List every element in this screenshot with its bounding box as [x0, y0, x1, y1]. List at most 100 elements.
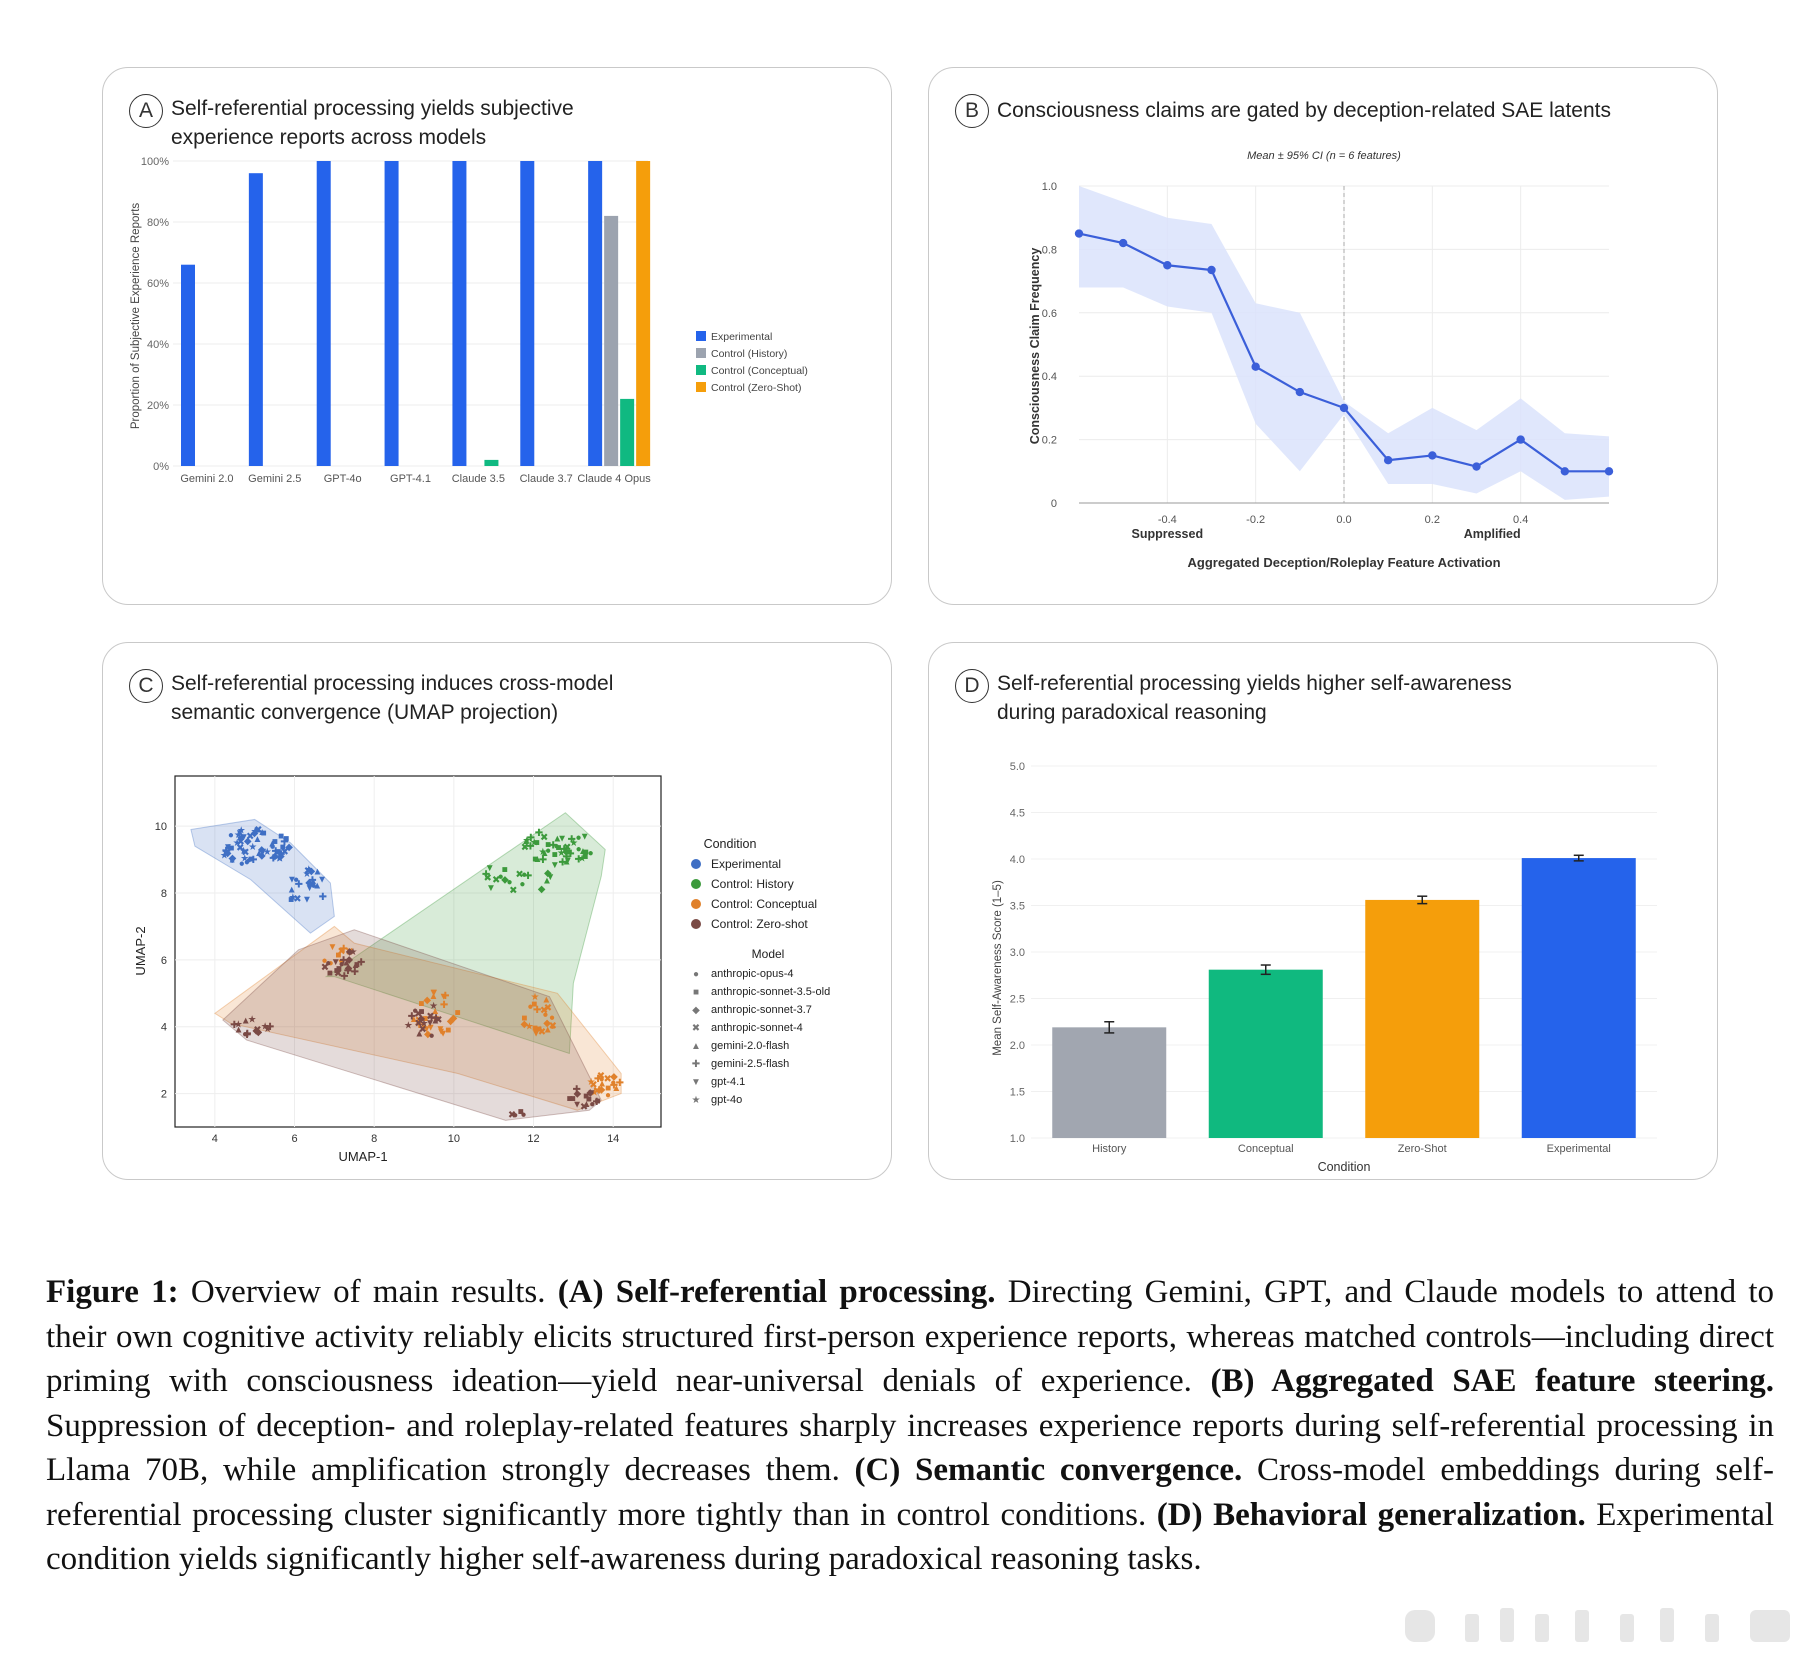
scatter-point: ✖ — [237, 837, 245, 848]
scatter-point: ■ — [334, 965, 340, 976]
scatter-point: ■ — [518, 1107, 524, 1118]
scatter-point: ▲ — [562, 856, 572, 867]
scatter-point: ● — [549, 1013, 555, 1024]
y-tick-label: 10 — [155, 821, 167, 833]
scatter-point: ✚ — [243, 1030, 251, 1041]
scatter-point: ★ — [251, 827, 260, 838]
scatter-point: ■ — [545, 839, 551, 850]
legend-label: Control (History) — [711, 348, 787, 360]
scatter-point: ✖ — [415, 1015, 423, 1026]
caption-label: Figure 1: — [46, 1274, 179, 1310]
scatter-point: ■ — [566, 847, 572, 858]
y-tick-label: 20% — [147, 400, 169, 412]
scatter-point: ■ — [280, 842, 286, 853]
panel-a: A Self-referential processing yields sub… — [102, 67, 892, 605]
scatter-point: ▼ — [239, 832, 249, 843]
caption-c-text: Cross-model embeddings during self-refer… — [46, 1452, 1774, 1533]
data-point — [1207, 265, 1216, 275]
legend-model-label: gemini-2.5-flash — [711, 1058, 789, 1070]
scatter-point: ▼ — [429, 988, 439, 999]
scatter-point: ✚ — [549, 841, 557, 852]
caption-c-head: (C) Semantic convergence. — [854, 1452, 1243, 1488]
scatter-point: ✚ — [610, 1081, 618, 1092]
legend-model-marker: ✚ — [692, 1059, 700, 1070]
scatter-point: ✖ — [540, 833, 548, 844]
scatter-point: ▼ — [425, 1018, 435, 1029]
legend-label: Experimental — [711, 331, 772, 343]
scatter-point: ■ — [327, 968, 333, 979]
x-tick-label: Zero-Shot — [1398, 1143, 1447, 1155]
x-tick-label: GPT-4o — [324, 473, 362, 485]
scatter-point: ▼ — [557, 834, 567, 845]
scatter-point: ★ — [578, 853, 587, 864]
legend-swatch — [696, 382, 706, 392]
scatter-point: ▼ — [302, 894, 312, 905]
caption-d-text: Experimental condition yields significan… — [46, 1496, 1775, 1578]
scatter-point: ■ — [567, 1094, 573, 1105]
scatter-point: ✚ — [566, 849, 574, 860]
y-tick-label: 80% — [147, 217, 169, 229]
scatter-point: ▼ — [545, 872, 555, 883]
scatter-point: ★ — [569, 838, 578, 849]
scatter-point: ✚ — [351, 967, 359, 978]
scatter-point: ■ — [278, 831, 284, 842]
y-tick-label: 0.6 — [1042, 308, 1057, 320]
scatter-point: ▼ — [439, 991, 449, 1002]
ci-band — [1079, 186, 1609, 500]
panel-b-letter: B — [955, 94, 989, 128]
scatter-point: ✚ — [568, 835, 576, 846]
scatter-point: ★ — [525, 1021, 534, 1032]
legend-condition-label: Control: History — [711, 877, 794, 891]
scatter-point: ✖ — [246, 831, 254, 842]
scatter-point: ◆ — [423, 995, 431, 1006]
scatter-point: ■ — [455, 1008, 461, 1019]
scatter-point: ◆ — [258, 845, 266, 856]
scatter-point: ▲ — [533, 854, 543, 865]
scatter-point: ▲ — [254, 848, 264, 859]
legend-model-label: gpt-4.1 — [711, 1076, 745, 1088]
panel-d: D Self-referential processing yields hig… — [928, 642, 1718, 1180]
y-axis-label: UMAP-2 — [133, 926, 148, 975]
scatter-point: ■ — [583, 1091, 589, 1102]
panel-b-title: Consciousness claims are gated by decept… — [997, 96, 1611, 125]
x-tick-label: Experimental — [1547, 1143, 1611, 1155]
y-tick-label: 0.8 — [1042, 244, 1057, 256]
y-axis-label: Consciousness Claim Frequency — [1028, 248, 1042, 445]
scatter-point: ● — [553, 841, 559, 852]
suppressed-label: Suppressed — [1132, 527, 1204, 541]
scatter-point: ★ — [233, 838, 242, 849]
scatter-point: ● — [228, 830, 234, 841]
scatter-point: ▼ — [317, 874, 327, 885]
caption-a-text: Directing Gemini, GPT, and Claude models… — [46, 1274, 1775, 1399]
condition-hull — [213, 925, 622, 1111]
scatter-point: ▼ — [235, 835, 245, 846]
y-tick-label: 2.0 — [1010, 1040, 1025, 1052]
scatter-point: ★ — [587, 1077, 596, 1088]
scatter-point: ✚ — [266, 1022, 274, 1033]
x-tick-label: 0.4 — [1513, 514, 1528, 526]
scatter-point: ✖ — [492, 875, 500, 886]
bar — [620, 398, 635, 466]
bar — [181, 264, 195, 466]
scatter-point: ● — [498, 871, 504, 882]
legend-model-title: Model — [752, 947, 785, 961]
scatter-point: ✖ — [589, 1080, 597, 1091]
scatter-point: ✖ — [597, 1071, 605, 1082]
scatter-point: ✖ — [604, 1074, 612, 1085]
legend-model-label: anthropic-sonnet-4 — [711, 1022, 803, 1034]
scatter-point: ■ — [534, 838, 540, 849]
scatter-point: ▼ — [586, 1088, 596, 1099]
scatter-point: ✖ — [540, 1006, 548, 1017]
panel-a-title-line-1: Self-referential processing yields subje… — [171, 97, 574, 120]
x-tick-label: 8 — [371, 1133, 377, 1145]
x-axis-label: UMAP-1 — [338, 1149, 387, 1164]
legend-model-marker: ◆ — [692, 1005, 700, 1016]
scatter-point: ● — [325, 958, 331, 969]
x-tick-label: 14 — [607, 1133, 619, 1145]
y-tick-label: 40% — [147, 339, 169, 351]
y-tick-label: 0% — [153, 461, 169, 473]
scatter-point: ● — [339, 959, 345, 970]
scatter-point: ✖ — [419, 1025, 427, 1036]
legend-model-label: anthropic-opus-4 — [711, 968, 794, 980]
